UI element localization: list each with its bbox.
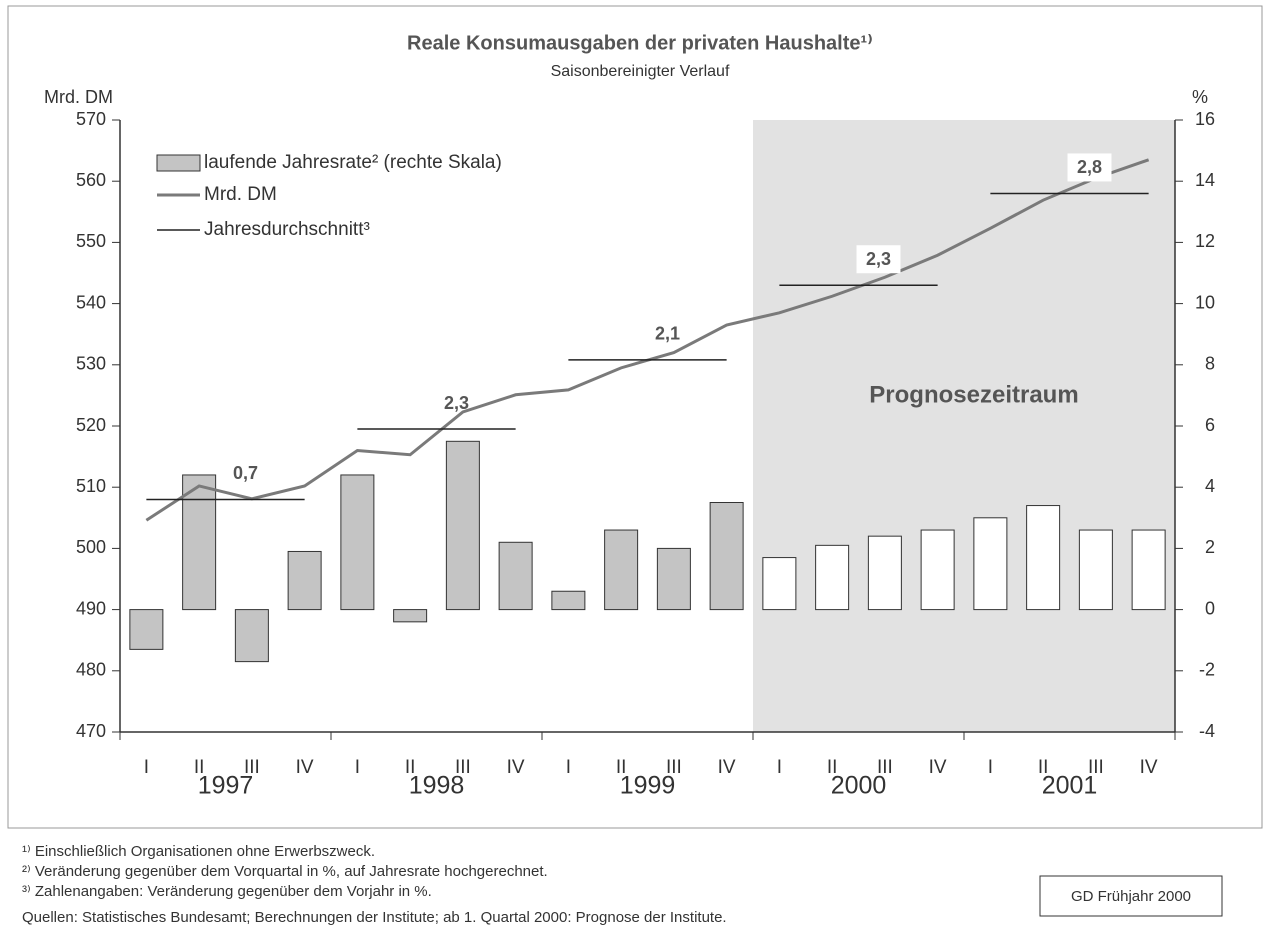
y2-tick-label: 0 — [1205, 598, 1215, 618]
legend-label: laufende Jahresrate² (rechte Skala) — [204, 152, 502, 173]
y2-tick-label: 4 — [1205, 476, 1215, 496]
annotation: 0,7 — [233, 463, 258, 483]
footnote: ²⁾ Veränderung gegenüber dem Vorquartal … — [22, 863, 548, 880]
annotation-box — [1067, 153, 1112, 182]
x-tick-label: IV — [507, 757, 525, 778]
y-tick-label: 540 — [76, 292, 106, 312]
badge: GD Frühjahr 2000 — [1071, 888, 1191, 905]
y-tick-label: 470 — [76, 721, 106, 741]
footnote: ¹⁾ Einschließlich Organisationen ohne Er… — [22, 843, 375, 860]
badge-box — [1039, 875, 1223, 917]
y2-axis-label: % — [1192, 87, 1208, 107]
x-tick-label: I — [144, 757, 149, 778]
bar — [287, 550, 322, 611]
x-tick-label: I — [777, 757, 782, 778]
chart-title: Reale Konsumausgaben der privaten Hausha… — [407, 32, 873, 54]
x-tick-label: II — [194, 757, 205, 778]
footnote: ³⁾ Zahlenangaben: Veränderung gegenüber … — [22, 883, 432, 900]
x-tick-label: IV — [1140, 757, 1158, 778]
annotation: 2,3 — [444, 393, 469, 413]
bar — [182, 474, 217, 611]
source: Quellen: Statistisches Bundesamt; Berech… — [22, 909, 727, 926]
bar — [445, 440, 480, 611]
x-tick-label: III — [455, 757, 471, 778]
y2-tick-label: 10 — [1195, 292, 1215, 312]
forecast-region — [753, 120, 1175, 732]
bar — [1026, 505, 1061, 611]
x-tick-label: III — [666, 757, 682, 778]
bar — [129, 609, 164, 650]
year-label: 2001 — [1042, 772, 1098, 800]
bar — [867, 535, 902, 611]
x-tick-label: IV — [718, 757, 736, 778]
x-tick-label: III — [1088, 757, 1104, 778]
y-tick-label: 570 — [76, 109, 106, 129]
legend-swatch — [156, 154, 201, 172]
year-label: 1999 — [620, 772, 676, 800]
year-label: 2000 — [831, 772, 887, 800]
y2-tick-label: 14 — [1195, 170, 1215, 190]
x-tick-label: IV — [929, 757, 947, 778]
y-tick-label: 530 — [76, 354, 106, 374]
legend-label: Jahresdurchschnitt³ — [204, 219, 370, 240]
x-tick-label: I — [355, 757, 360, 778]
x-tick-label: IV — [296, 757, 314, 778]
year-label: 1997 — [198, 772, 254, 800]
x-tick-label: II — [827, 757, 838, 778]
bar — [1131, 529, 1166, 611]
y-tick-label: 560 — [76, 170, 106, 190]
bar — [340, 474, 375, 611]
x-tick-label: II — [1038, 757, 1049, 778]
legend-label: Mrd. DM — [204, 184, 277, 205]
bar — [656, 547, 691, 611]
y2-tick-label: -4 — [1199, 721, 1215, 741]
year-label: 1998 — [409, 772, 465, 800]
annotation: 2,1 — [655, 324, 680, 344]
y2-tick-label: -2 — [1199, 660, 1215, 680]
x-tick-label: III — [877, 757, 893, 778]
x-tick-label: I — [566, 757, 571, 778]
y-tick-label: 480 — [76, 660, 106, 680]
bar — [498, 541, 533, 611]
x-tick-label: III — [244, 757, 260, 778]
annotation-box — [856, 245, 901, 274]
y2-tick-label: 6 — [1205, 415, 1215, 435]
x-tick-label: II — [616, 757, 627, 778]
y-tick-label: 510 — [76, 476, 106, 496]
bar — [762, 557, 797, 611]
forecast-label: Prognosezeitraum — [869, 381, 1078, 408]
y-tick-label: 550 — [76, 231, 106, 251]
chart-subtitle: Saisonbereinigter Verlauf — [551, 63, 730, 80]
x-tick-label: II — [405, 757, 416, 778]
y2-tick-label: 2 — [1205, 537, 1215, 557]
y-tick-label: 520 — [76, 415, 106, 435]
x-tick-label: I — [988, 757, 993, 778]
bar — [1078, 529, 1113, 611]
bar — [815, 544, 850, 611]
y-tick-label: 490 — [76, 598, 106, 618]
y2-tick-label: 16 — [1195, 109, 1215, 129]
bar — [604, 529, 639, 611]
bar — [234, 609, 269, 663]
bar — [973, 517, 1008, 611]
y-axis-label: Mrd. DM — [44, 87, 113, 107]
bar — [920, 529, 955, 611]
annotation: 2,8 — [1077, 157, 1102, 177]
y2-tick-label: 12 — [1195, 231, 1215, 251]
frame — [7, 5, 1263, 829]
y2-tick-label: 8 — [1205, 354, 1215, 374]
y-tick-label: 500 — [76, 537, 106, 557]
bar — [709, 502, 744, 611]
bar — [551, 590, 586, 611]
annotation: 2,3 — [866, 249, 891, 269]
bar — [393, 609, 428, 623]
